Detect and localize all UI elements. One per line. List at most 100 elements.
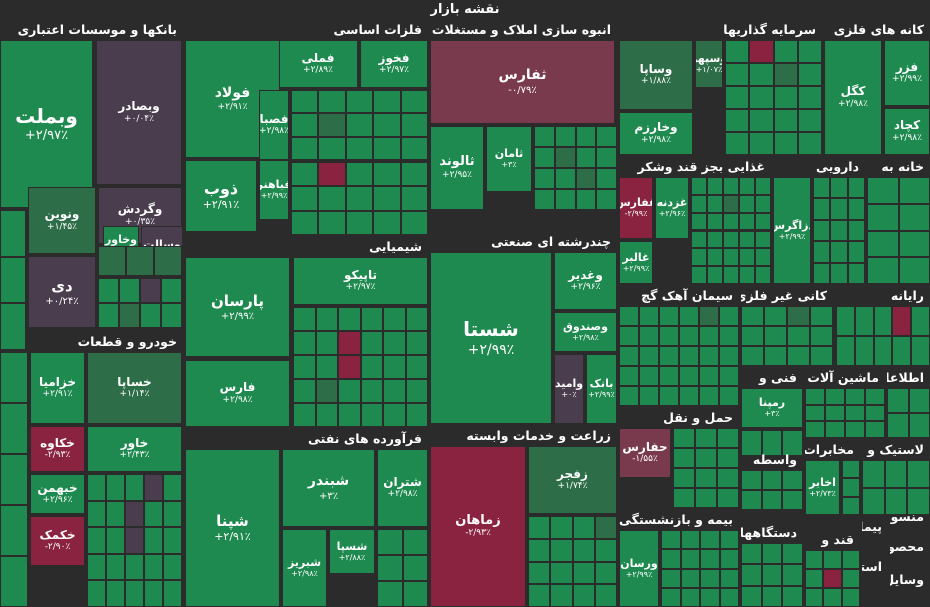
stock-tile[interactable]: ثفارس -۰/۷۹٪ xyxy=(430,40,615,124)
stock-cell[interactable] xyxy=(106,500,125,528)
stock-tile[interactable]: وبصادر +۰/۰۴٪ xyxy=(96,40,182,185)
stock-cell[interactable] xyxy=(787,326,810,346)
stock-cell[interactable] xyxy=(719,366,739,386)
stock-cell[interactable] xyxy=(830,177,848,199)
stock-tile[interactable]: فخوز +۲/۹۷٪ xyxy=(360,40,428,88)
stock-cell[interactable] xyxy=(907,460,930,488)
stock-cell[interactable] xyxy=(862,460,885,488)
stock-cell[interactable] xyxy=(719,326,739,346)
stock-cell[interactable] xyxy=(315,331,338,355)
stock-cell[interactable] xyxy=(719,568,739,588)
stock-cell[interactable] xyxy=(699,366,719,386)
stock-cell[interactable] xyxy=(373,90,401,114)
stock-tile[interactable]: ثامان +۳٪ xyxy=(486,126,532,192)
stock-tile[interactable]: خاور +۲/۴۳٪ xyxy=(87,426,182,472)
stock-cell[interactable] xyxy=(847,241,865,263)
stock-cell[interactable] xyxy=(805,388,825,405)
stock-cell[interactable] xyxy=(405,379,428,403)
stock-cell[interactable] xyxy=(755,248,771,267)
stock-cell[interactable] xyxy=(805,550,824,569)
stock-cell[interactable] xyxy=(0,256,26,304)
stock-cell[interactable] xyxy=(865,388,885,405)
stock-tile[interactable]: خبهمن +۲/۹۶٪ xyxy=(30,474,85,514)
stock-cell[interactable] xyxy=(749,86,774,109)
stock-cell[interactable] xyxy=(528,584,551,607)
stock-cell[interactable] xyxy=(163,527,182,554)
stock-cell[interactable] xyxy=(797,132,822,155)
stock-cell[interactable] xyxy=(699,346,719,366)
stock-cell[interactable] xyxy=(594,584,617,607)
stock-cell[interactable] xyxy=(87,527,106,554)
stock-cell[interactable] xyxy=(825,388,845,405)
stock-tile[interactable]: غزدنه +۲/۹۶٪ xyxy=(655,177,689,239)
stock-cell[interactable] xyxy=(823,550,842,569)
stock-cell[interactable] xyxy=(707,194,723,213)
stock-cell[interactable] xyxy=(318,113,346,137)
stock-cell[interactable] xyxy=(619,386,639,406)
stock-cell[interactable] xyxy=(867,230,899,258)
stock-cell[interactable] xyxy=(707,177,723,195)
stock-cell[interactable] xyxy=(554,126,576,147)
stock-tile[interactable]: وخارزم +۲/۹۸٪ xyxy=(619,112,693,155)
stock-cell[interactable] xyxy=(383,331,406,355)
stock-cell[interactable] xyxy=(825,421,845,438)
stock-cell[interactable] xyxy=(98,246,126,276)
stock-cell[interactable] xyxy=(699,306,719,326)
stock-cell[interactable] xyxy=(719,386,739,406)
stock-cell[interactable] xyxy=(119,303,140,328)
stock-cell[interactable] xyxy=(854,306,874,336)
stock-cell[interactable] xyxy=(661,549,681,569)
stock-cell[interactable] xyxy=(125,474,144,501)
stock-tile[interactable]: فارس +۲/۹۸٪ xyxy=(185,360,290,427)
stock-cell[interactable] xyxy=(98,278,119,303)
stock-cell[interactable] xyxy=(898,257,930,284)
stock-cell[interactable] xyxy=(144,500,163,528)
stock-tile[interactable]: خکمک -۲/۹۰٪ xyxy=(30,516,85,566)
stock-cell[interactable] xyxy=(291,186,319,211)
stock-cell[interactable] xyxy=(144,527,163,554)
stock-cell[interactable] xyxy=(741,306,764,326)
stock-tile[interactable]: رمپنا +۳٪ xyxy=(741,388,803,428)
stock-cell[interactable] xyxy=(898,203,930,231)
stock-cell[interactable] xyxy=(572,516,595,539)
stock-cell[interactable] xyxy=(318,90,346,114)
stock-cell[interactable] xyxy=(717,488,739,508)
stock-tile[interactable]: فزر +۲/۹۹٪ xyxy=(884,40,930,106)
stock-tile[interactable]: غالبر +۲/۹۹٪ xyxy=(619,241,653,284)
stock-cell[interactable] xyxy=(691,248,707,267)
stock-cell[interactable] xyxy=(572,561,595,585)
stock-cell[interactable] xyxy=(659,346,679,366)
stock-tile[interactable]: شتران +۲/۹۸٪ xyxy=(377,449,428,527)
stock-cell[interactable] xyxy=(847,198,865,220)
stock-cell[interactable] xyxy=(98,303,119,328)
stock-cell[interactable] xyxy=(106,474,125,501)
stock-cell[interactable] xyxy=(405,355,428,379)
stock-cell[interactable] xyxy=(719,587,739,607)
stock-cell[interactable] xyxy=(534,126,555,147)
stock-cell[interactable] xyxy=(293,355,316,379)
stock-cell[interactable] xyxy=(907,487,930,515)
stock-cell[interactable] xyxy=(741,585,762,607)
stock-cell[interactable] xyxy=(550,584,573,607)
stock-cell[interactable] xyxy=(680,568,700,588)
stock-cell[interactable] xyxy=(315,355,338,379)
stock-cell[interactable] xyxy=(691,177,707,195)
stock-cell[interactable] xyxy=(293,307,316,331)
stock-cell[interactable] xyxy=(782,490,803,510)
stock-cell[interactable] xyxy=(528,538,551,562)
stock-cell[interactable] xyxy=(865,421,885,438)
stock-cell[interactable] xyxy=(787,306,810,326)
stock-cell[interactable] xyxy=(873,336,893,366)
stock-cell[interactable] xyxy=(836,336,855,366)
stock-cell[interactable] xyxy=(596,126,617,147)
stock-cell[interactable] xyxy=(144,580,163,607)
stock-cell[interactable] xyxy=(315,307,338,331)
stock-cell[interactable] xyxy=(594,561,617,585)
stock-cell[interactable] xyxy=(813,241,831,263)
stock-cell[interactable] xyxy=(725,109,750,132)
stock-cell[interactable] xyxy=(797,86,822,109)
stock-cell[interactable] xyxy=(887,388,909,413)
stock-cell[interactable] xyxy=(842,478,860,497)
stock-cell[interactable] xyxy=(125,580,144,607)
stock-cell[interactable] xyxy=(106,527,125,554)
